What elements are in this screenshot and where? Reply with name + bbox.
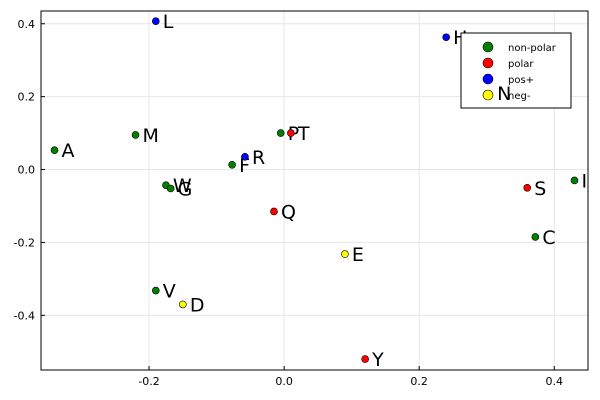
series-neg-: ED: [179, 89, 494, 316]
point-label-W: W: [173, 175, 192, 197]
point-label-L: L: [163, 11, 174, 33]
point-label-E: E: [352, 244, 364, 266]
point-P: [276, 129, 285, 137]
legend-box: [460, 32, 572, 109]
legend-marker-pos+: [482, 73, 494, 85]
x-tick-label: 0.0: [275, 375, 293, 388]
y-tick-label: 0.0: [18, 164, 36, 177]
legend-entry-non-polar: non-polar: [508, 43, 557, 54]
point-label-A: A: [62, 140, 75, 162]
legend-marker-neg-: [482, 89, 494, 101]
axis-ticks: -0.2 0.0 0.2 0.4 -0.4 -0.2 0.0 0.2 0.4: [14, 18, 563, 388]
point-Q: [270, 207, 278, 216]
point-Y: [361, 355, 369, 363]
point-H: [442, 33, 450, 42]
legend-marker-non-polar: [482, 41, 494, 53]
x-tick-label: 0.2: [410, 375, 428, 388]
plot-area-frame: [40, 10, 589, 371]
x-tick-label: 0.4: [545, 375, 563, 388]
point-A: [50, 146, 59, 155]
point-M: [131, 131, 140, 139]
point-E: [341, 250, 349, 258]
grid: [41, 11, 588, 370]
y-tick-label: 0.4: [18, 18, 36, 31]
point-L: [152, 17, 160, 26]
data-points: AMWGFPVCITQSYLHRED: [50, 11, 587, 371]
point-label-F: F: [239, 155, 250, 177]
point-label-G: G: [178, 178, 193, 200]
series-polar: T Q S Y: [270, 123, 546, 371]
point-V: [152, 286, 160, 295]
point-D: [179, 300, 187, 309]
point-R: [241, 152, 249, 161]
y-tick-label: 0.2: [18, 91, 36, 104]
series-pos+: LHR: [152, 11, 467, 169]
point-label-N: N: [497, 83, 511, 105]
point-label-I: I: [581, 170, 587, 192]
point-label-R: R: [252, 147, 265, 169]
legend-entry-neg-: neg-: [508, 91, 531, 102]
point-label-V: V: [163, 281, 176, 303]
series-non-polar: AMWGFPVCI: [50, 123, 587, 303]
point-S: [523, 183, 532, 192]
point-I: [570, 176, 579, 185]
legend-entry-polar: polar: [508, 59, 534, 70]
point-label-S: S: [534, 178, 546, 200]
point-G: [166, 184, 175, 193]
legend-marker-polar: [482, 57, 494, 69]
point-label-C: C: [542, 227, 555, 249]
x-tick-label: -0.2: [138, 375, 159, 388]
y-tick-label: -0.2: [14, 236, 35, 249]
point-label-T: T: [297, 123, 310, 145]
point-label-Y: Y: [371, 349, 384, 371]
point-F: [228, 161, 236, 169]
point-T: [287, 129, 295, 137]
point-label-Q: Q: [281, 201, 296, 223]
y-tick-label: -0.4: [14, 309, 35, 322]
legend-entry-pos+: pos+: [508, 75, 534, 86]
legend: non-polar polar pos+ neg-: [460, 32, 572, 109]
point-C: [531, 233, 540, 241]
point-label-M: M: [143, 125, 159, 147]
point-label-D: D: [190, 294, 205, 316]
